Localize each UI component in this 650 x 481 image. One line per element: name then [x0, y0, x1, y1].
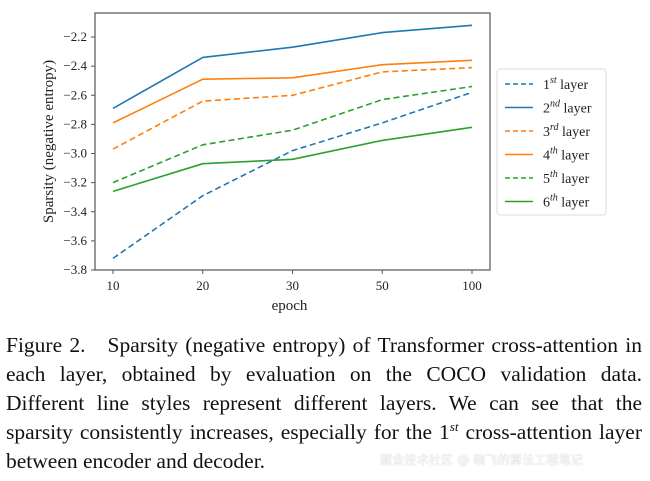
series-line-3	[112, 66, 473, 150]
x-tick-label: 100	[462, 278, 482, 293]
x-tick-label: 20	[196, 278, 209, 293]
legend-label: 4th layer	[543, 146, 590, 164]
x-axis: 10 20 30 50 100	[107, 270, 482, 293]
legend-label: 6th layer	[543, 193, 590, 211]
y-tick-label: −2.4	[63, 58, 87, 73]
legend-label: 2nd layer	[543, 99, 592, 117]
y-tick-label: −3.6	[63, 233, 87, 248]
y-tick-label: −2.2	[63, 29, 87, 44]
caption-text: Sparsity (negative entropy) of Transform…	[6, 333, 642, 444]
x-tick-label: 10	[107, 278, 120, 293]
plot-lines	[112, 24, 473, 260]
figure-caption: Figure 2. Sparsity (negative entropy) of …	[6, 331, 642, 476]
y-axis-label: Sparsity (negative entropy)	[41, 60, 57, 223]
y-tick-label: −3.2	[63, 175, 87, 190]
chart: −3.8 −3.6 −3.4 −3.2 −3.0 −2.8 −2.6 −2.4 −2.2 10 2…	[41, 12, 607, 314]
legend: 1st layer 2nd layer 3rd layer 4th layer 5th …	[496, 68, 607, 216]
series-line-6	[112, 126, 473, 193]
figure-label: Figure 2.	[6, 333, 86, 357]
series-line-1	[112, 91, 473, 260]
watermark: 掘金技术社区 @ 晓飞的算法工程笔记	[380, 453, 584, 467]
x-tick-label: 50	[376, 278, 389, 293]
legend-label: 1st layer	[543, 75, 588, 93]
x-tick-label: 30	[286, 278, 299, 293]
y-axis: −3.8 −3.6 −3.4 −3.2 −3.0 −2.8 −2.6 −2.4 −2.2	[63, 29, 95, 277]
y-tick-label: −3.4	[63, 204, 87, 219]
caption-text-end: cross-attention layer between encoder an…	[6, 420, 642, 473]
caption-superscript: st	[449, 419, 459, 434]
series-line-2	[112, 24, 473, 110]
axes-frame	[94, 12, 491, 271]
series-line-4	[112, 59, 473, 124]
y-tick-label: −3.0	[63, 146, 87, 161]
y-tick-label: −2.6	[63, 87, 87, 102]
y-tick-label: −3.8	[63, 262, 87, 277]
y-tick-label: −2.8	[63, 116, 87, 131]
legend-label: 3rd layer	[543, 122, 590, 140]
legend-label: 5th layer	[543, 169, 590, 187]
x-axis-label: epoch	[272, 298, 308, 314]
